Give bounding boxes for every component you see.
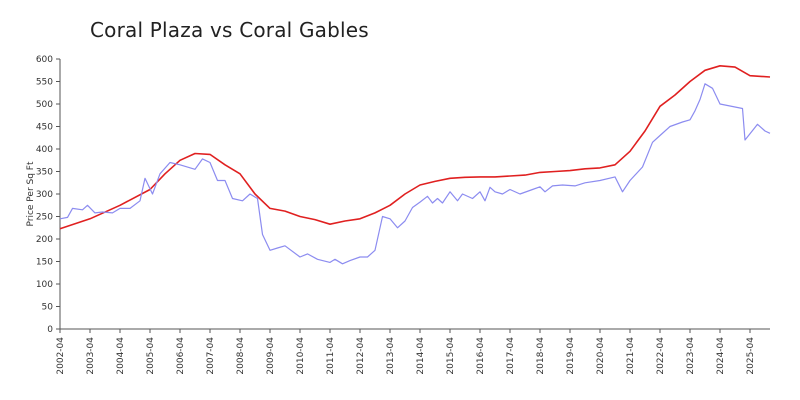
x-tick-label: 2004-04 xyxy=(116,337,126,375)
y-tick-label: 450 xyxy=(36,123,53,133)
x-tick-label: 2017-04 xyxy=(506,337,516,375)
x-tick-label: 2015-04 xyxy=(446,337,456,375)
x-tick-label: 2008-04 xyxy=(236,337,246,375)
chart-title: Coral Plaza vs Coral Gables xyxy=(90,18,369,42)
y-axis-title: Price Per Sq Ft xyxy=(26,161,36,226)
x-tick-label: 2024-04 xyxy=(716,337,726,375)
x-tick-label: 2025-04 xyxy=(746,337,756,375)
y-tick-label: 200 xyxy=(36,235,53,245)
y-tick-label: 50 xyxy=(42,303,54,313)
x-tick-label: 2007-04 xyxy=(206,337,216,375)
y-tick-label: 300 xyxy=(36,190,53,200)
x-tick-label: 2016-04 xyxy=(476,337,486,375)
x-tick-label: 2019-04 xyxy=(566,337,576,375)
y-tick-label: 100 xyxy=(36,280,53,290)
x-tick-label: 2010-04 xyxy=(296,337,306,375)
x-tick-label: 2022-04 xyxy=(656,337,666,375)
y-tick-label: 350 xyxy=(36,168,53,178)
y-tick-label: 600 xyxy=(36,55,53,65)
y-tick-label: 0 xyxy=(47,325,53,335)
series-line-2 xyxy=(59,83,771,265)
x-tick-label: 2020-04 xyxy=(596,337,606,375)
y-tick-label: 400 xyxy=(36,145,53,155)
x-tick-label: 2012-04 xyxy=(356,337,366,375)
y-tick-label: 500 xyxy=(36,100,53,110)
x-tick-label: 2013-04 xyxy=(386,337,396,375)
x-tick-label: 2011-04 xyxy=(326,337,336,375)
x-tick-label: 2006-04 xyxy=(176,337,186,375)
x-tick-label: 2002-04 xyxy=(56,337,66,375)
x-tick-label: 2018-04 xyxy=(536,337,546,375)
y-tick-label: 150 xyxy=(36,258,53,268)
x-tick-label: 2009-04 xyxy=(266,337,276,375)
x-tick-label: 2014-04 xyxy=(416,337,426,375)
y-tick-label: 550 xyxy=(36,78,53,88)
y-tick-label: 250 xyxy=(36,213,53,223)
x-tick-label: 2023-04 xyxy=(686,337,696,375)
x-tick-label: 2021-04 xyxy=(626,337,636,375)
x-tick-label: 2003-04 xyxy=(86,337,96,375)
series-line-1 xyxy=(59,65,771,230)
x-tick-label: 2005-04 xyxy=(146,337,156,375)
